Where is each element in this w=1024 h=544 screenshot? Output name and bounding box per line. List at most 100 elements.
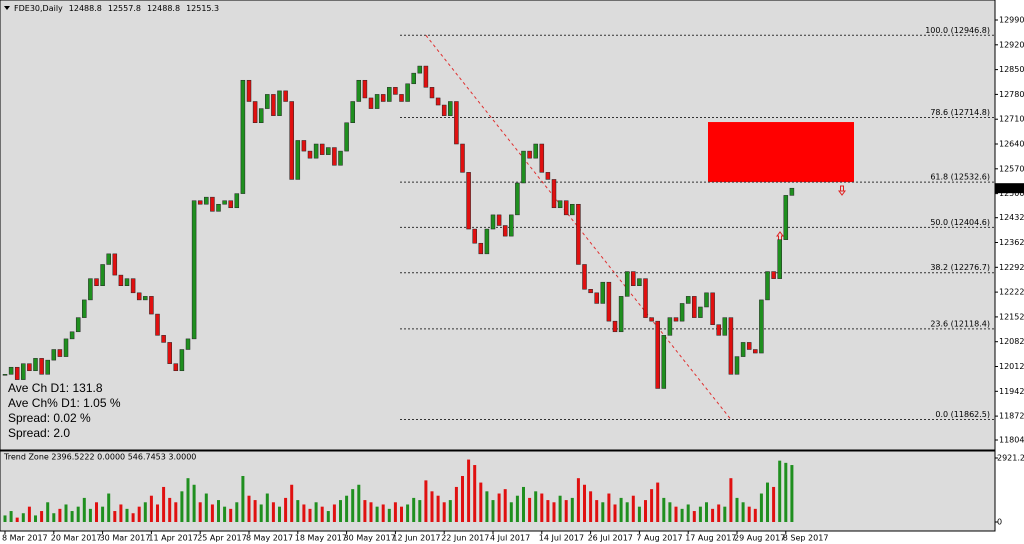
x-tick-label: 18 May 2017 bbox=[295, 534, 347, 543]
candle bbox=[637, 278, 642, 286]
candle bbox=[210, 196, 215, 212]
candle bbox=[667, 317, 673, 336]
candle bbox=[191, 200, 197, 340]
zone bbox=[708, 122, 854, 183]
candle bbox=[143, 296, 148, 301]
candle bbox=[649, 317, 654, 322]
candle bbox=[185, 338, 191, 350]
ohlc-value: 12557.8 bbox=[108, 4, 141, 13]
candle bbox=[600, 281, 606, 304]
volume-bar bbox=[314, 502, 318, 522]
candle bbox=[301, 140, 307, 152]
volume-bar bbox=[339, 500, 342, 522]
candle bbox=[624, 271, 630, 297]
candle bbox=[502, 225, 508, 237]
menu-triangle[interactable] bbox=[4, 6, 10, 10]
candle bbox=[563, 200, 569, 216]
candle bbox=[716, 324, 721, 336]
y2-tick-label: 2921.2956 bbox=[997, 454, 1024, 463]
volume-bar bbox=[351, 489, 355, 522]
volume-bar bbox=[705, 502, 708, 522]
candle bbox=[618, 296, 624, 333]
x-tick-label: 29 Aug 2017 bbox=[734, 534, 785, 543]
indicator-title: Trend Zone 2396.5222 0.0000 546.7453 3.0… bbox=[3, 453, 196, 462]
candle bbox=[710, 292, 715, 325]
volume-bar bbox=[692, 511, 696, 522]
candle bbox=[21, 363, 26, 380]
x-tick-label: 17 Aug 2017 bbox=[685, 534, 736, 543]
candle bbox=[216, 203, 221, 212]
volume-bar bbox=[698, 506, 702, 522]
x-tick-label: 26 Jul 2017 bbox=[588, 534, 633, 543]
y-tick-label: 12780.0 bbox=[999, 90, 1024, 99]
candle bbox=[82, 299, 87, 318]
volume-bar bbox=[253, 500, 257, 522]
candle bbox=[332, 147, 337, 166]
candle bbox=[594, 292, 599, 304]
fib-trendline bbox=[425, 35, 732, 420]
volume-bar bbox=[576, 478, 580, 522]
candle bbox=[496, 214, 502, 226]
down-arrow bbox=[838, 185, 846, 196]
volume-bar bbox=[210, 504, 214, 522]
volume-bar bbox=[393, 502, 397, 522]
up-arrow bbox=[776, 231, 784, 242]
candle bbox=[655, 320, 660, 389]
info-text: Spread: 0.02 % bbox=[8, 411, 91, 425]
volume-bar bbox=[308, 508, 312, 522]
candle bbox=[88, 278, 93, 301]
candle bbox=[136, 292, 142, 301]
price-tag-bg bbox=[995, 183, 1024, 194]
volume-bar bbox=[52, 513, 56, 522]
x-tick-label: 30 May 2017 bbox=[344, 534, 396, 543]
volume-bar bbox=[644, 500, 647, 522]
volume-bar bbox=[772, 486, 776, 522]
volume-bar bbox=[156, 504, 159, 522]
x-tick-label: 25 Apr 2017 bbox=[197, 534, 246, 543]
volume-bar bbox=[34, 515, 37, 522]
volume-bar bbox=[656, 482, 660, 522]
volume-bar bbox=[76, 506, 80, 522]
info-text: Ave Ch D1: 131.8 bbox=[8, 381, 103, 395]
volume-bar bbox=[168, 497, 172, 522]
candle bbox=[643, 278, 648, 318]
volume-bar bbox=[503, 489, 507, 522]
y-tick-label: 12920.0 bbox=[999, 40, 1024, 49]
y-tick-label: 12152.0 bbox=[999, 312, 1024, 321]
candle bbox=[612, 320, 618, 333]
volume-bar bbox=[320, 506, 324, 522]
volume-bar bbox=[631, 495, 635, 522]
candle bbox=[167, 342, 172, 364]
candle bbox=[130, 278, 136, 294]
x-tick-label: 14 Jul 2017 bbox=[539, 534, 584, 543]
candle bbox=[338, 150, 343, 166]
y-tick-label: 12710.0 bbox=[999, 115, 1024, 124]
x-tick-label: 11 Apr 2017 bbox=[148, 534, 197, 543]
volume-bar bbox=[436, 495, 440, 522]
volume-bar bbox=[149, 495, 153, 522]
candle bbox=[197, 200, 203, 205]
candle bbox=[326, 147, 331, 155]
volume-bar bbox=[192, 484, 196, 522]
ohlc-value: 12488.8 bbox=[69, 4, 102, 13]
volume-bar bbox=[381, 504, 385, 522]
volume-bar bbox=[15, 517, 19, 522]
volume-bar bbox=[137, 506, 141, 522]
info-text: Spread: 2.0 bbox=[8, 426, 70, 440]
volume-bar bbox=[345, 495, 349, 522]
x-tick-label: 8 Sep 2017 bbox=[783, 534, 829, 543]
candle bbox=[441, 104, 447, 116]
ohlc-value: 12515.3 bbox=[186, 4, 219, 13]
volume-bar bbox=[741, 502, 745, 522]
x-tick-label: 4 Jul 2017 bbox=[490, 534, 530, 543]
candle bbox=[283, 90, 288, 102]
volume-bar bbox=[241, 475, 245, 522]
candle bbox=[740, 342, 746, 357]
symbol: FDE30,Daily bbox=[14, 4, 63, 13]
y-tick-label: 12292.0 bbox=[999, 263, 1024, 272]
volume-bar bbox=[46, 502, 50, 522]
fib-label: 0.0 (11862.5) bbox=[935, 410, 990, 419]
volume-bar bbox=[534, 491, 538, 522]
volume-bar bbox=[235, 502, 239, 522]
candle bbox=[582, 264, 587, 290]
